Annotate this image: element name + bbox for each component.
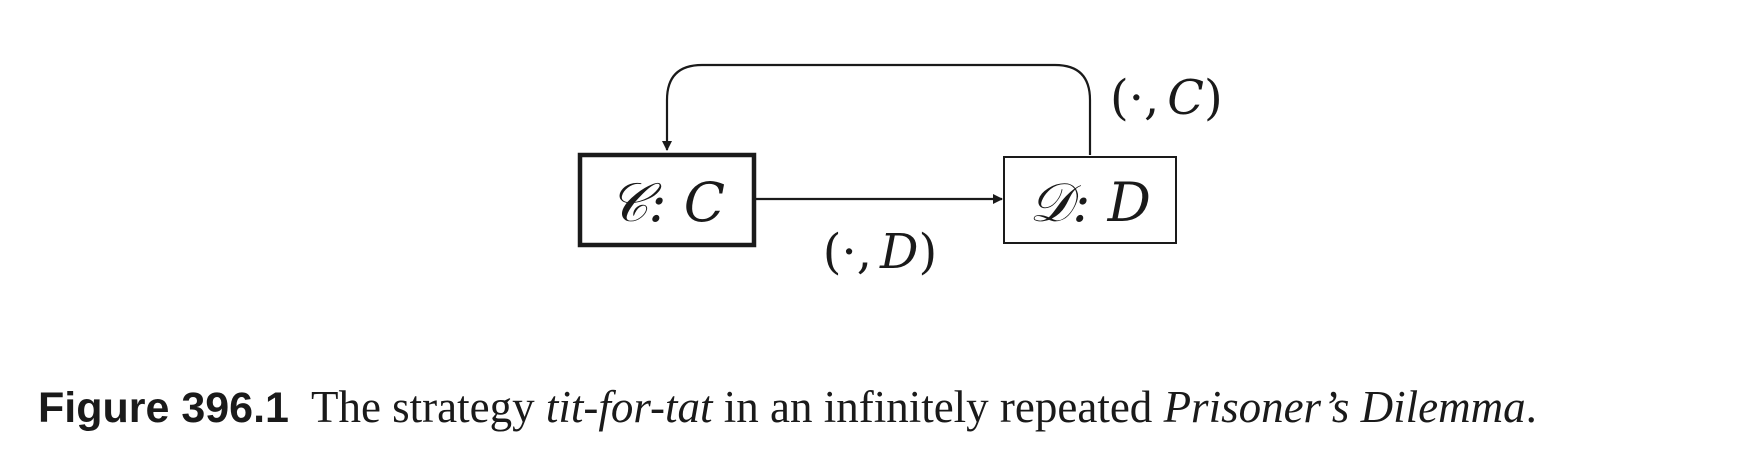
state-defect-label: 𝒟: D — [1029, 171, 1151, 234]
transition-label-d-to-c: (·, C) — [1110, 70, 1223, 126]
state-diagram: 𝒞: C 𝒟: D (·, D) (·, C) — [577, 63, 1223, 280]
state-defect-box — [1003, 156, 1177, 244]
figure-caption: Figure 396.1 The strategy tit-for-tat in … — [38, 380, 1537, 435]
state-cooperate-label: 𝒞: C — [609, 171, 725, 234]
caption-game: Prisoner’s Dilemma — [1163, 382, 1526, 432]
caption-strategy: tit-for-tat — [545, 382, 713, 432]
caption-text-after: . — [1525, 382, 1537, 432]
figure-number: Figure 396.1 — [38, 384, 289, 432]
state-cooperate-box — [577, 152, 757, 248]
state-cooperate: 𝒞: C — [577, 152, 757, 248]
caption-text-before: The strategy — [310, 382, 546, 432]
caption-text-middle: in an infinitely repeated — [712, 382, 1164, 432]
transition-label-c-to-d: (·, D) — [823, 224, 937, 280]
transition-arrow-d-to-c — [662, 63, 1092, 155]
state-defect: 𝒟: D — [1003, 156, 1177, 244]
